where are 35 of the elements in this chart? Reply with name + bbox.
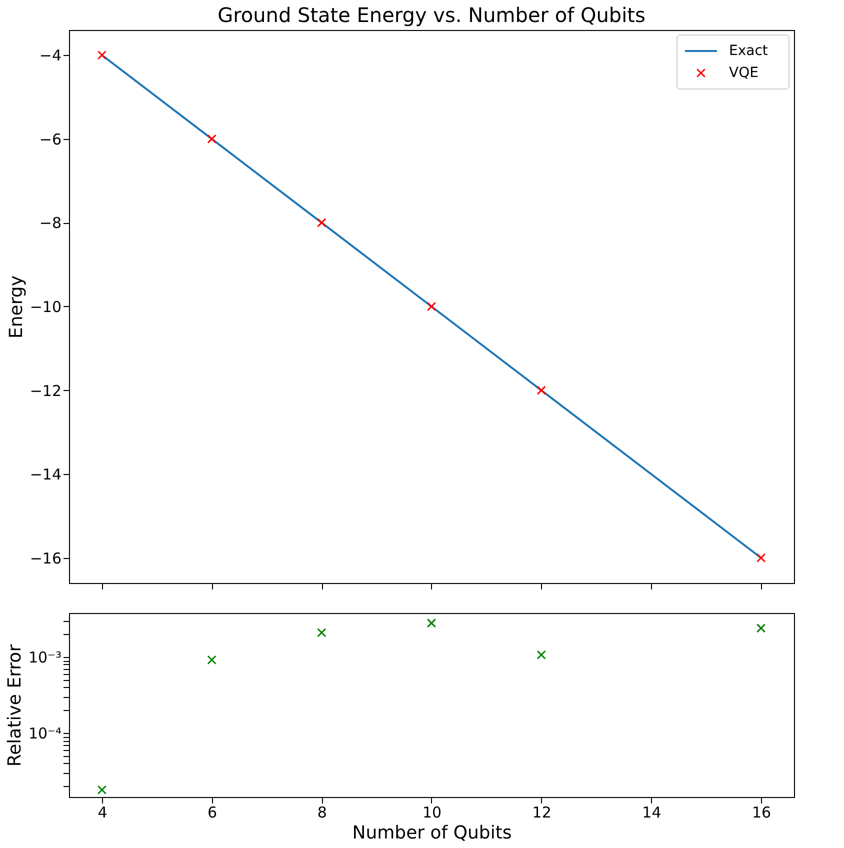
point — [536, 650, 546, 660]
legend-label: Exact — [729, 43, 768, 59]
y-tick-label: −16 — [30, 549, 62, 568]
y-tick-label: −4 — [39, 46, 62, 65]
point — [536, 386, 546, 395]
y-tick-label: −10 — [30, 298, 62, 316]
y-tick-label: −6 — [39, 130, 62, 148]
point — [317, 628, 326, 638]
x-axis-title: Number of Qubits — [352, 822, 512, 844]
line-series — [100, 54, 762, 559]
legend-label: VQE — [729, 65, 758, 81]
y-axis-title: Relative Error — [4, 644, 26, 767]
point — [756, 553, 766, 562]
y-axis-title: Energy — [6, 275, 27, 339]
y-tick-label: 10⁻⁴ — [28, 724, 62, 743]
x-tick-label: 16 — [752, 804, 772, 822]
point — [207, 655, 216, 664]
chart-title: Ground State Energy vs. Number of Qubits — [218, 3, 646, 27]
x-tick-label: 12 — [532, 804, 552, 822]
point — [756, 624, 766, 633]
x-tick-label: 4 — [98, 804, 108, 822]
x-tick-label: 10 — [422, 804, 442, 822]
point — [97, 785, 107, 794]
y-tick-label: −14 — [30, 466, 62, 484]
x-tick-label: 8 — [317, 804, 327, 822]
point — [426, 302, 436, 312]
point — [207, 134, 216, 144]
point — [426, 618, 436, 628]
x-tick-label: 14 — [642, 804, 662, 822]
point — [97, 50, 107, 60]
y-tick-label: −12 — [30, 382, 62, 400]
point — [317, 218, 326, 228]
y-tick-label: −8 — [39, 214, 62, 232]
y-tick-label: 10⁻³ — [28, 648, 62, 667]
x-tick-label: 6 — [208, 804, 218, 822]
